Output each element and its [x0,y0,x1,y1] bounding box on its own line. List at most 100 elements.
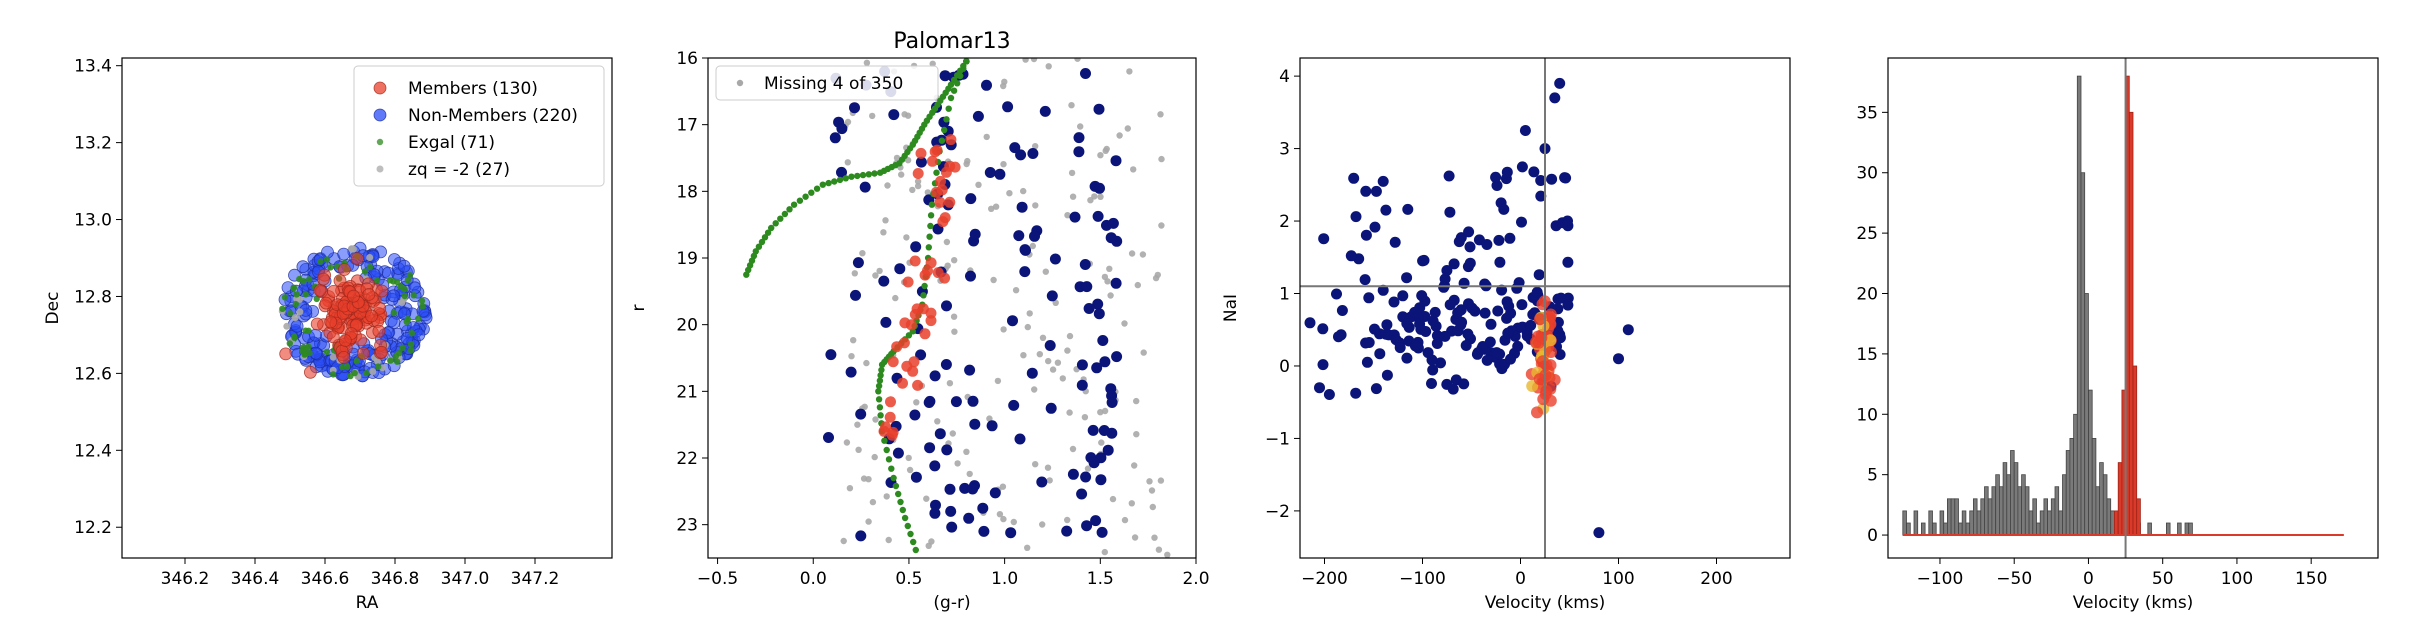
nonmember-point [381,266,395,280]
y-tick-label: 12.6 [74,364,112,384]
histogram-bar [2024,486,2030,536]
zq-point [348,245,355,253]
member-point [310,317,324,331]
zq-point [869,112,876,120]
nonmember-point [1107,217,1119,229]
exgal-point [905,332,913,339]
nonmember-point [1333,331,1344,343]
nonmember-point [1552,325,1564,337]
nonmember-point [929,460,941,472]
zq-point [893,154,901,162]
x-tick-label: 0 [2083,569,2094,589]
zq-point [1064,516,1071,524]
nonmember-point [910,241,922,253]
exgal-point [875,388,882,395]
member-point [337,263,351,276]
exgal-point [960,65,967,72]
exgal-point [878,361,886,368]
zq-point [865,518,872,525]
nonmember-point [1516,161,1528,173]
nonmember-point [1533,269,1545,281]
nonmember-point [1360,229,1372,241]
zq-point [1064,347,1071,354]
zq-point [1031,386,1038,393]
zq-point [924,189,931,196]
nonmember-point [1370,383,1382,395]
x-axis-label: Velocity (kms) [1485,593,1606,613]
exgal-point [375,363,382,370]
zq-point [954,460,961,467]
histogram-bar [2043,498,2049,536]
zq-point [1146,478,1153,485]
nonmember-point [825,349,837,361]
zq-point [1097,152,1104,159]
member-point [935,175,946,187]
member-point [1544,394,1557,407]
nonmember-point [1613,353,1624,365]
exgal-point [881,437,888,444]
member-point [362,287,376,301]
y-tick-label: 13.2 [74,134,112,154]
legend-marker [373,108,387,122]
nonmember-point [1479,278,1491,290]
plot-frame [1299,57,1791,559]
nonmember-point [1420,326,1432,337]
exgal-point [781,210,789,218]
nonmember-point [1492,305,1504,317]
exgal-point [418,297,426,304]
histogram-bar [1976,510,1982,536]
zq-point [871,453,878,461]
y-tick-label: 0 [1279,357,1290,377]
exgal-point [950,87,958,94]
histogram-bar [2036,522,2041,536]
nonmember-point [1481,239,1493,250]
nonmember-point [986,420,998,432]
zq-point [1121,516,1129,524]
zq-point [898,171,905,178]
histogram-bar [1943,522,1948,536]
exgal-point [897,498,904,506]
zq-point [1101,407,1109,415]
nonmember-point [1092,210,1104,222]
nonmember-point [1516,216,1527,228]
member-point [885,396,896,408]
zq-point [850,337,857,344]
nonmember-point [1317,323,1329,335]
nonmember-point [923,397,935,408]
zq-point [1081,414,1089,421]
nonmember-point [1369,221,1381,233]
y-tick-label: 17 [676,116,698,136]
member-point [925,257,937,269]
nonmember-point [1019,266,1031,278]
member-point [897,377,908,389]
nonmember-point [1464,257,1476,269]
histogram-bar [1969,510,1974,536]
exgal-point [831,178,838,185]
exgal-point [755,243,763,250]
zq-point [872,272,879,279]
x-tick-label: 0.5 [895,569,922,589]
zq-point [329,353,337,361]
nonmember-point [1559,172,1571,184]
y-axis-label: Dec [43,292,63,325]
exgal-point [399,344,406,351]
nonmember-point [1397,290,1409,302]
nonmember-point [1562,215,1573,227]
zq-point [854,421,861,428]
member-point [919,328,931,340]
zq-point [846,485,854,492]
nonmember-point [1363,337,1375,348]
zq-point [1054,359,1062,366]
zq-point [904,157,912,164]
nonmember-point [1019,244,1031,256]
nonmember-point [829,132,841,144]
exgal-point [387,357,394,364]
histogram-bar [2088,389,2093,536]
nonmember-point [1029,230,1040,242]
exgal-point [921,282,928,290]
zq-point [914,178,922,185]
member-point [347,289,360,303]
exgal-point [836,176,844,184]
y-tick-label: 20 [676,316,698,336]
nonmember-point [290,319,304,333]
